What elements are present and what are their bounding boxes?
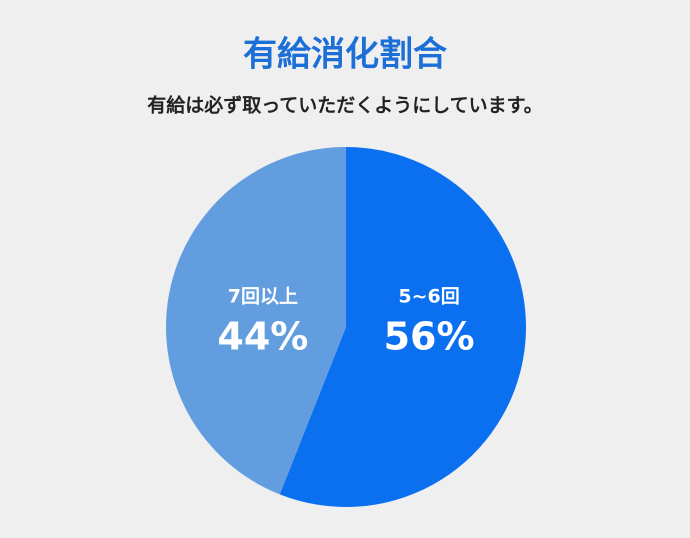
pie-slice — [165, 146, 346, 495]
chart-subtitle: 有給は必ず取っていただくようにしています。 — [147, 94, 543, 117]
pie-slice — [279, 147, 526, 507]
slice-value-label: 44% — [217, 315, 308, 359]
slice-category-label: 7回以上 — [228, 286, 298, 308]
chart-title: 有給消化割合 — [243, 35, 447, 75]
slice-value-label: 56% — [384, 315, 475, 359]
slice-category-label: 5~6回 — [398, 286, 459, 308]
